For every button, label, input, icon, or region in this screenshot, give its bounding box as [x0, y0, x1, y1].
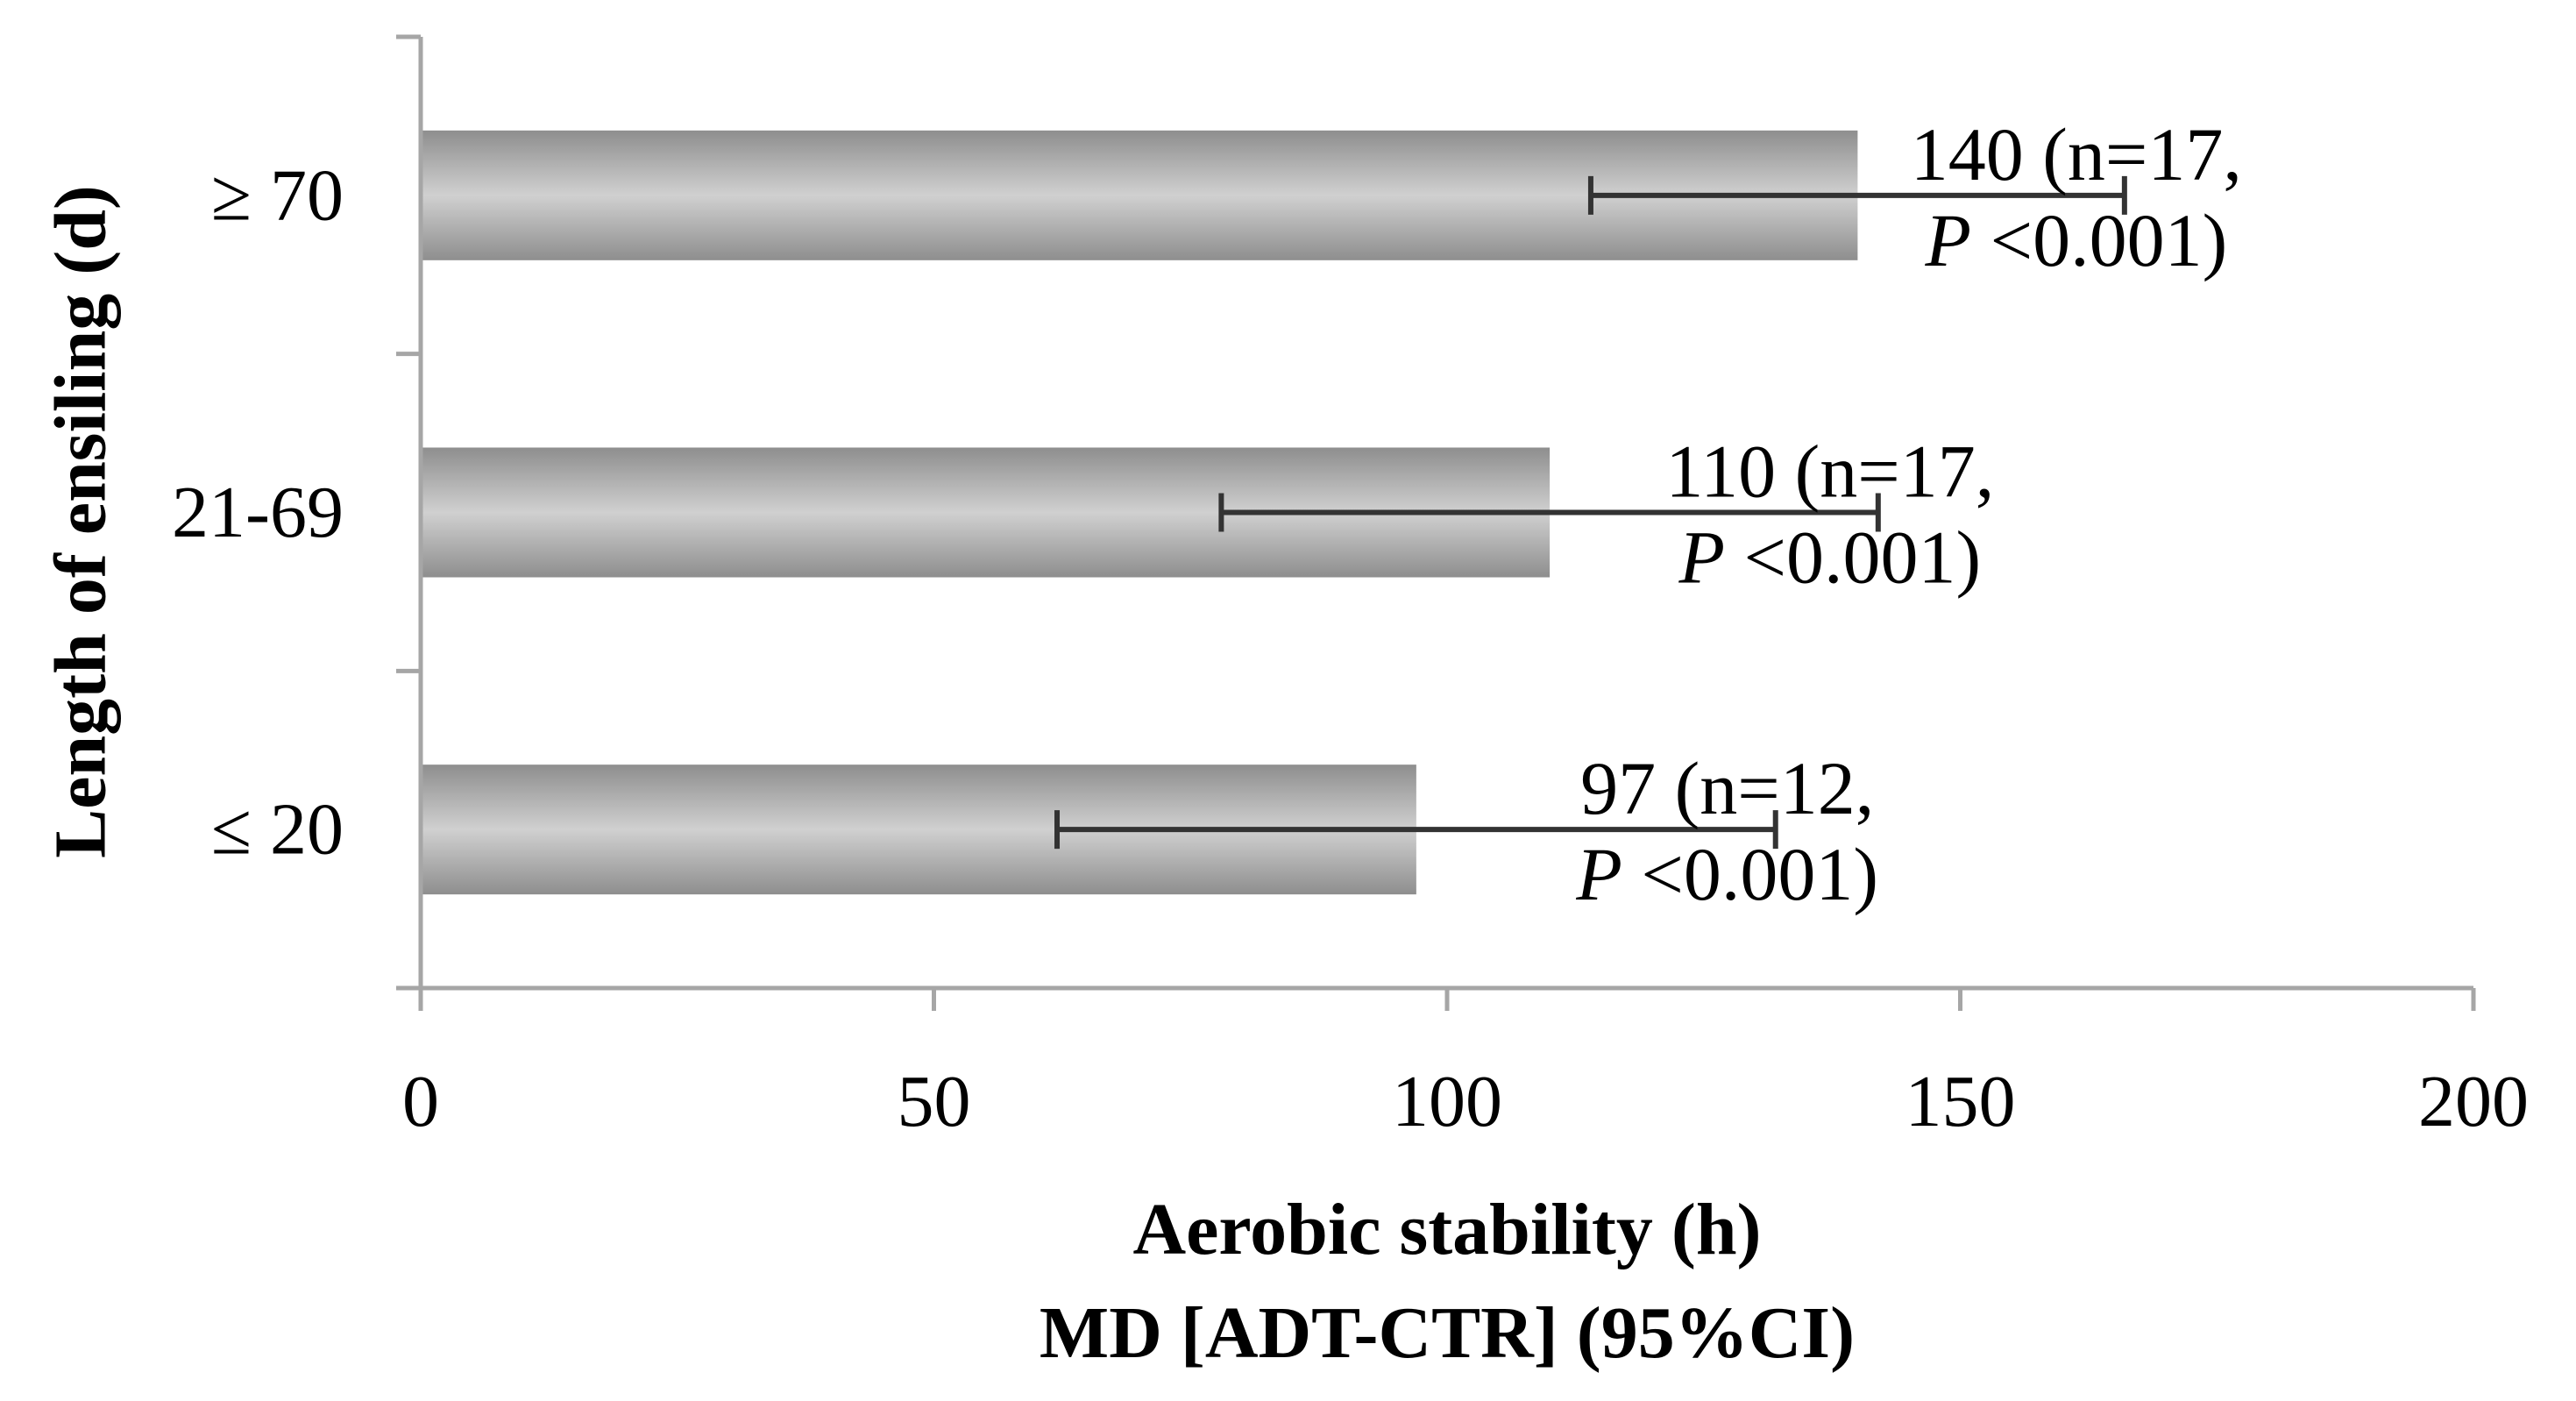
- p-value: <0.001): [1622, 832, 1878, 916]
- data-label-line2: P <0.001): [1678, 516, 1981, 600]
- p-value: <0.001): [1971, 198, 2227, 282]
- y-category-label: 21-69: [172, 472, 344, 553]
- data-label-line1: 110 (n=17,: [1665, 430, 1994, 514]
- p-value: <0.001): [1725, 516, 1981, 600]
- labels-layer: 140 (n=17,P <0.001)110 (n=17,P <0.001)97…: [40, 112, 2242, 1374]
- y-axis-title: Length of ensiling (d): [40, 185, 122, 858]
- x-axis-title-line-2: MD [ADT-CTR] (95%CI): [1040, 1292, 1855, 1374]
- x-tick-label: 0: [402, 1061, 439, 1142]
- error-bars-layer: [1054, 175, 2127, 850]
- data-label-line1: 140 (n=17,: [1911, 112, 2242, 196]
- data-label-line2: P <0.001): [1575, 832, 1878, 916]
- x-axis-title-line-1: Aerobic stability (h): [1132, 1189, 1761, 1270]
- x-tick-label: 100: [1392, 1061, 1502, 1142]
- x-tick-label: 150: [1905, 1061, 2016, 1142]
- x-tick-label: 50: [898, 1061, 971, 1142]
- data-label-line2: P <0.001): [1925, 198, 2228, 282]
- y-category-label: ≥ 70: [211, 154, 344, 236]
- y-category-label: ≤ 20: [211, 789, 344, 871]
- p-symbol: P: [1678, 516, 1725, 600]
- data-label-line1: 97 (n=12,: [1580, 746, 1874, 830]
- x-tick-label: 200: [2418, 1061, 2529, 1142]
- p-symbol: P: [1925, 198, 1972, 282]
- p-symbol: P: [1575, 832, 1622, 916]
- axes-layer: 0 50 100 150 200 ≥ 70 21-69 ≤ 20: [172, 34, 2529, 1142]
